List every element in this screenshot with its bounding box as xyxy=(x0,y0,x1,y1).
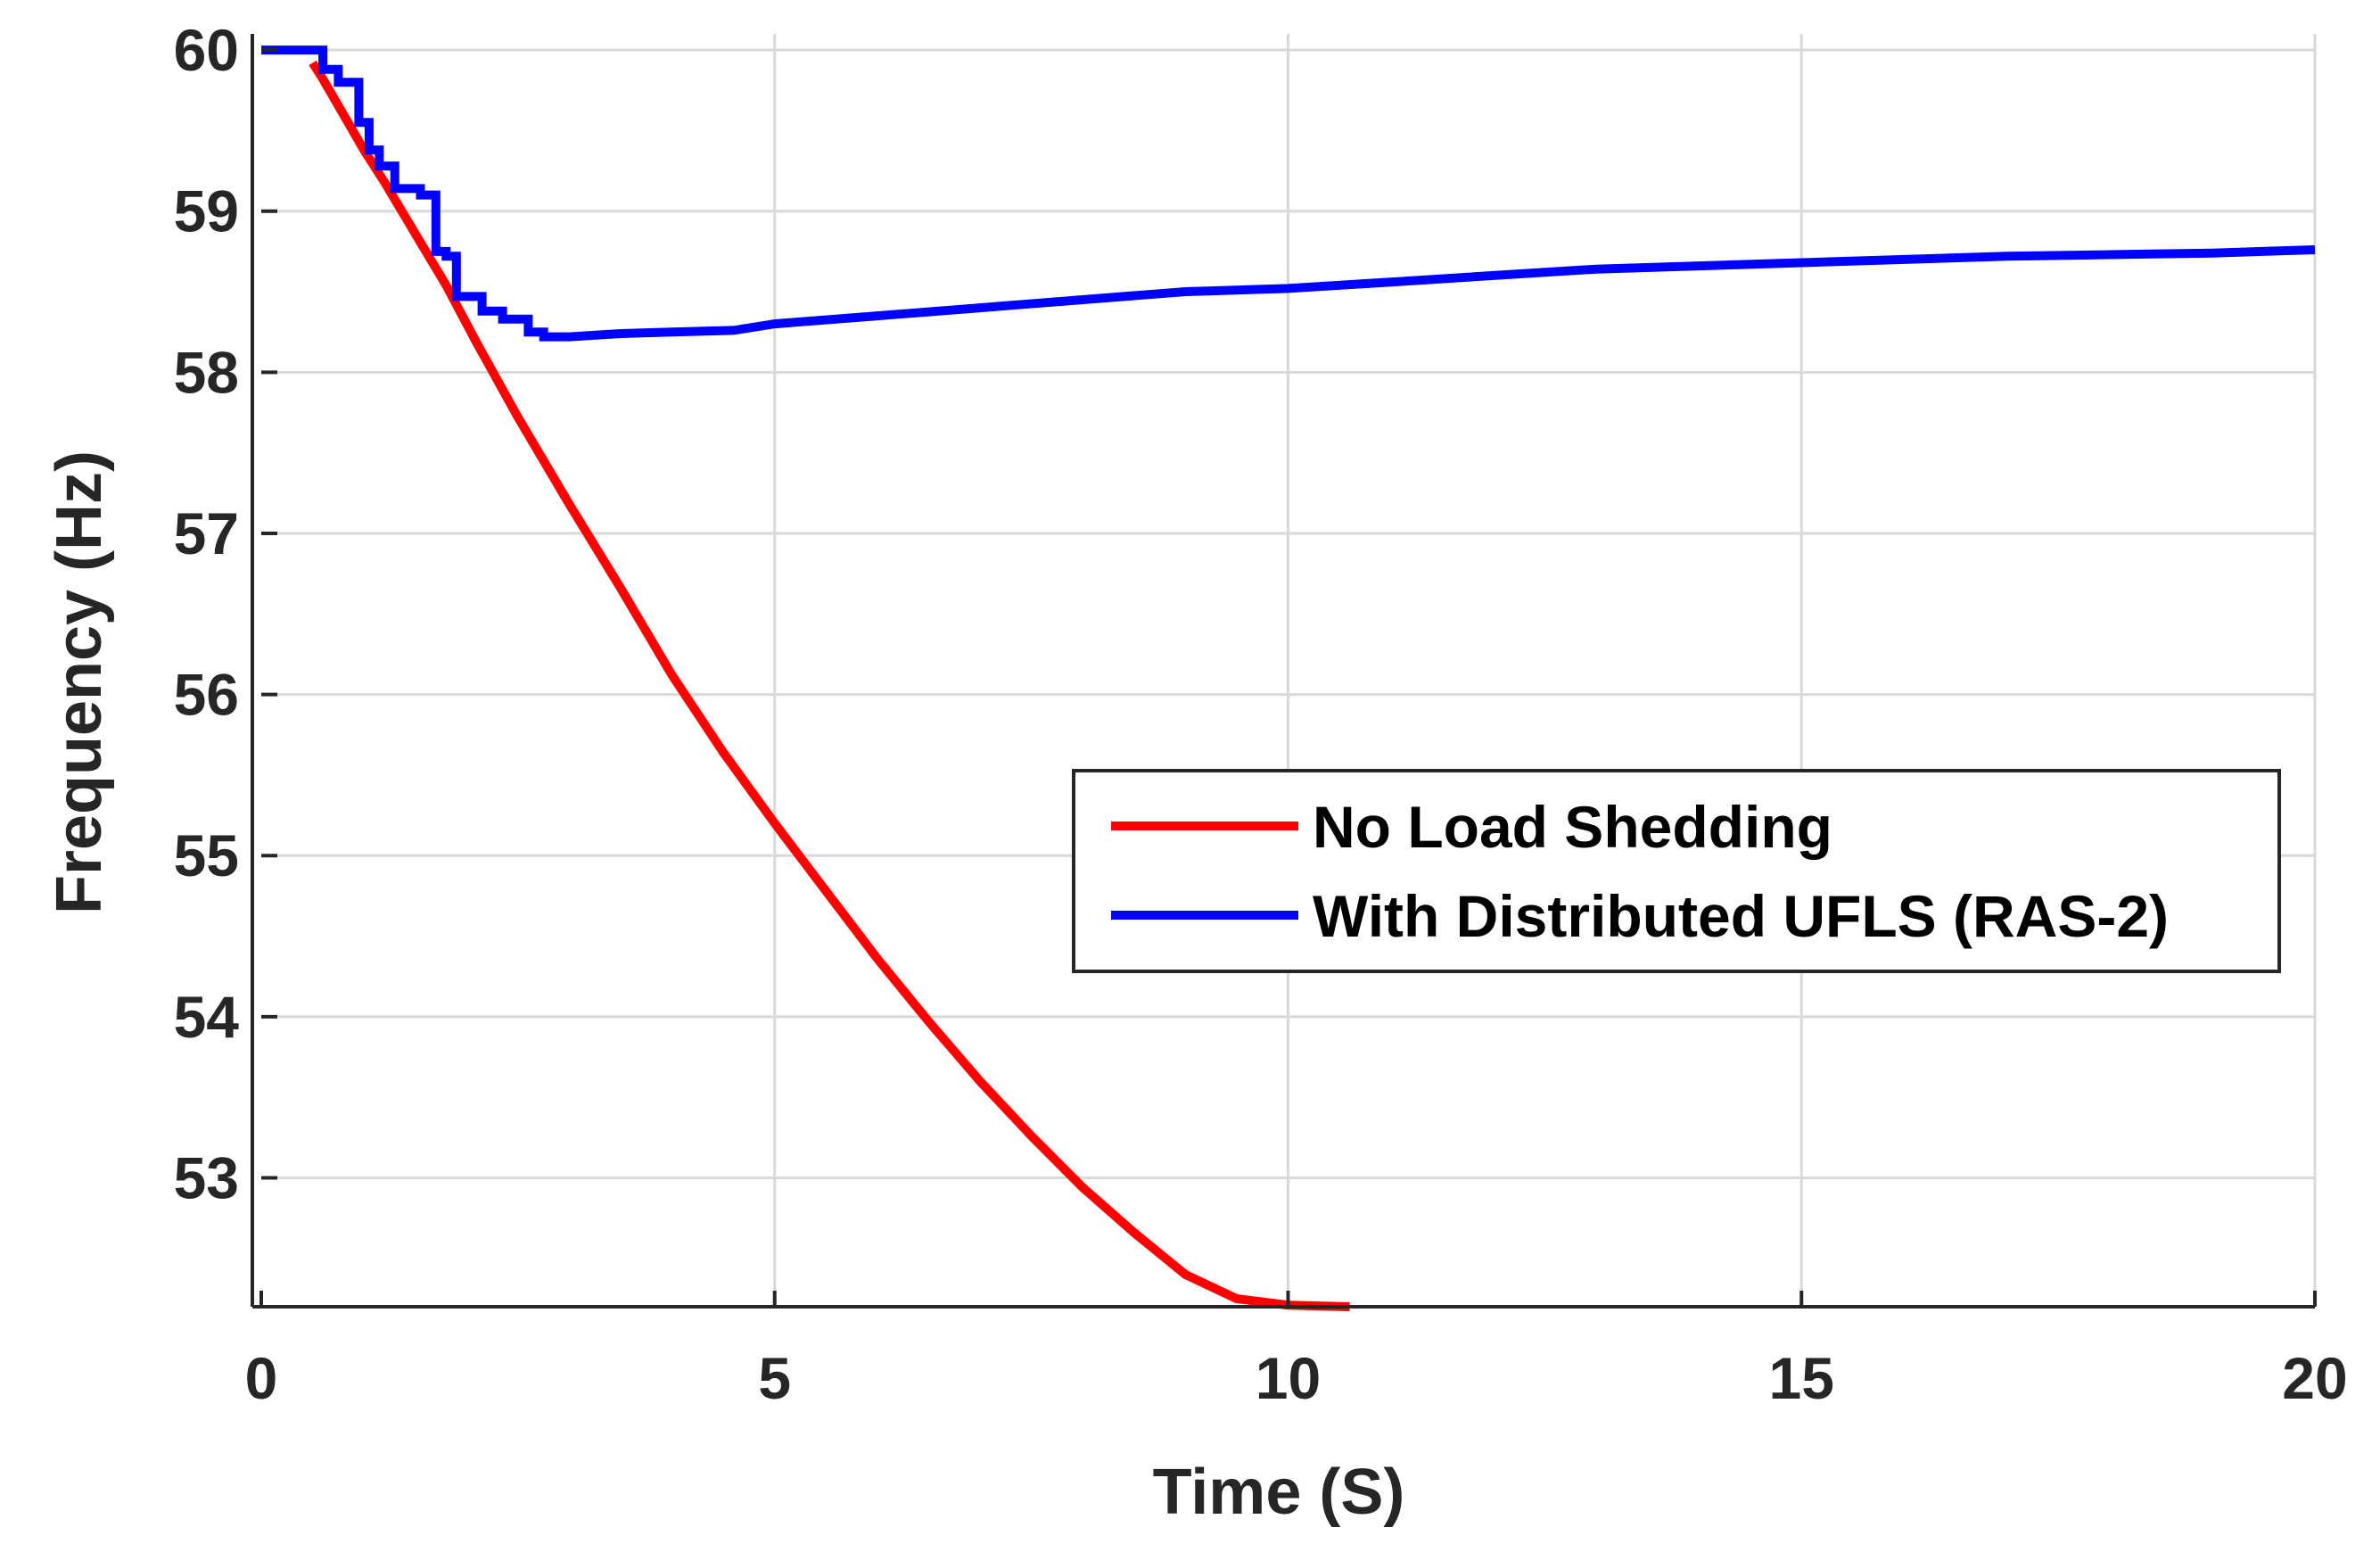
legend: No Load Shedding With Distributed UFLS (… xyxy=(1072,769,2281,973)
x-tick-label-15: 15 xyxy=(1769,1345,1834,1411)
legend-box xyxy=(1072,769,2281,973)
tick-labels: 0 5 10 15 20 53 54 55 56 57 58 59 60 xyxy=(174,17,2348,1411)
y-tick-label-57: 57 xyxy=(174,500,239,566)
legend-label-no-load-shedding: No Load Shedding xyxy=(1313,794,1832,860)
y-tick-label-56: 56 xyxy=(174,662,239,728)
y-tick-label-60: 60 xyxy=(174,17,239,83)
series-line-with-distributed-ufls xyxy=(261,45,2316,342)
y-axis-title: Frequency (Hz) xyxy=(44,450,115,914)
y-tick-label-55: 55 xyxy=(174,822,239,888)
x-axis-title: Time (S) xyxy=(1153,1457,1405,1528)
y-tick-label-53: 53 xyxy=(174,1144,239,1210)
y-tick-label-58: 58 xyxy=(174,339,239,405)
x-tick-label-0: 0 xyxy=(245,1345,278,1411)
x-tick-label-20: 20 xyxy=(2282,1345,2347,1411)
series-lines xyxy=(261,45,2316,1311)
series-line-no-load-shedding xyxy=(309,60,1350,1311)
x-tick-label-5: 5 xyxy=(758,1345,791,1411)
x-tick-label-10: 10 xyxy=(1256,1345,1321,1411)
axes xyxy=(251,34,2317,1309)
y-tick-label-59: 59 xyxy=(174,178,239,244)
legend-label-with-distributed-ufls: With Distributed UFLS (RAS-2) xyxy=(1313,883,2169,949)
y-tick-label-54: 54 xyxy=(174,984,240,1050)
grid-lines xyxy=(261,34,2317,1307)
